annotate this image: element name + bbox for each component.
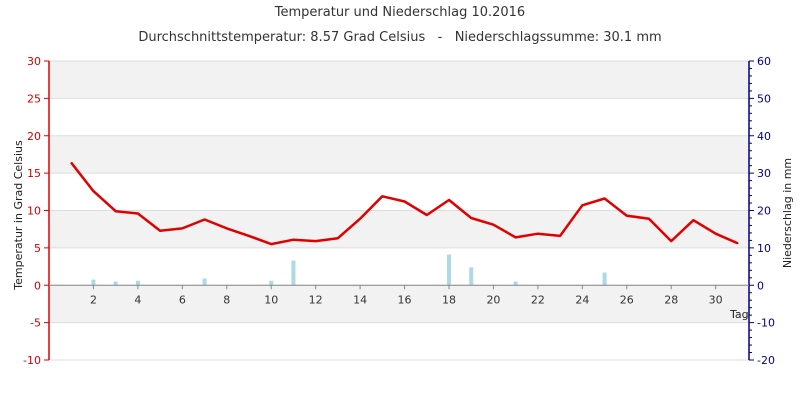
y-right-tick-label: 10 xyxy=(757,242,771,255)
temperature-point xyxy=(381,195,383,197)
temperature-point xyxy=(203,218,206,221)
temperature-point xyxy=(670,240,672,242)
y-left-tick-label: 25 xyxy=(27,92,41,105)
temperature-point xyxy=(115,210,117,212)
x-tick-label: 16 xyxy=(398,293,412,306)
temperature-point xyxy=(515,236,517,239)
temperature-point xyxy=(270,243,272,245)
temperature-point xyxy=(470,217,472,219)
temperature-point xyxy=(70,162,72,164)
temperature-point xyxy=(315,240,317,242)
precipitation-bar xyxy=(291,260,296,286)
precipitation-bar xyxy=(513,281,518,286)
precipitation-bar xyxy=(135,280,140,286)
background-band xyxy=(49,61,749,99)
temperature-point xyxy=(692,219,695,221)
background-band xyxy=(49,210,749,248)
temperature-point xyxy=(426,214,428,216)
background-band xyxy=(49,247,749,286)
y-left-tick-label: 15 xyxy=(27,167,41,180)
temperature-point xyxy=(403,200,406,203)
x-tick-label: 28 xyxy=(664,293,678,306)
background-band xyxy=(49,322,749,360)
y-left-tick-label: 5 xyxy=(34,242,41,255)
precipitation-bar xyxy=(469,267,474,286)
y-left-tick-label: 0 xyxy=(34,279,41,292)
y-left-tick-label: 20 xyxy=(27,130,41,143)
chart-subtitle: Durchschnittstemperatur: 8.57 Grad Celsi… xyxy=(138,30,661,45)
temperature-point xyxy=(559,235,561,237)
x-tick-label: 18 xyxy=(442,293,456,306)
background-band xyxy=(49,135,749,174)
x-tick-label: 2 xyxy=(90,293,97,306)
temperature-point xyxy=(92,190,95,192)
temperature-point xyxy=(226,227,228,230)
y-right-tick-label: 40 xyxy=(757,130,771,143)
y-left-tick-label: 30 xyxy=(27,55,41,68)
precipitation-bar xyxy=(447,254,451,286)
temperature-point xyxy=(492,224,495,226)
x-tick-label: 30 xyxy=(709,293,723,306)
background-band xyxy=(49,98,749,136)
temperature-point xyxy=(359,218,361,220)
precipitation-bar xyxy=(269,280,274,286)
y-right-tick-label: 30 xyxy=(757,167,771,180)
x-tick-label: 24 xyxy=(575,293,589,306)
temperature-point xyxy=(626,215,628,217)
x-tick-label: 12 xyxy=(309,293,323,306)
temperature-point xyxy=(715,233,717,235)
x-tick-label: 10 xyxy=(264,293,278,306)
temperature-point xyxy=(581,204,583,206)
precipitation-bar xyxy=(602,272,607,286)
precipitation-bar xyxy=(113,281,118,286)
temperature-point xyxy=(137,212,139,215)
temperature-point xyxy=(603,197,606,200)
temperature-point xyxy=(292,239,295,241)
x-tick-label: 8 xyxy=(223,293,230,306)
chart-title: Temperatur und Niederschlag 10.2016 xyxy=(274,5,525,20)
y-left-tick-label: -10 xyxy=(23,354,41,367)
y-right-tick-label: 60 xyxy=(757,55,771,68)
temperature-point xyxy=(448,199,450,201)
y-axis-left-label: Temperatur in Grad Celsius xyxy=(12,140,25,291)
x-tick-label: 14 xyxy=(353,293,367,306)
x-tick-label: 4 xyxy=(134,293,141,306)
y-right-tick-label: 20 xyxy=(757,205,771,218)
y-left-tick-label: -5 xyxy=(30,317,41,330)
background-band xyxy=(49,173,749,211)
y-right-tick-label: -10 xyxy=(757,317,775,330)
temperature-point xyxy=(159,230,161,232)
x-tick-label: 22 xyxy=(531,293,545,306)
x-axis-label: Tag xyxy=(729,308,749,321)
x-tick-label: 6 xyxy=(179,293,186,306)
precipitation-bar xyxy=(91,279,96,286)
y-right-tick-label: -20 xyxy=(757,354,775,367)
temperature-point xyxy=(181,227,183,230)
temperature-point xyxy=(337,237,339,239)
temperature-point xyxy=(248,235,250,237)
background-band xyxy=(49,285,749,323)
y-right-tick-label: 50 xyxy=(757,92,771,105)
temperature-point xyxy=(537,233,539,235)
precipitation-bar xyxy=(202,278,207,286)
x-tick-label: 20 xyxy=(486,293,500,306)
y-right-tick-label: 0 xyxy=(757,279,764,292)
y-left-tick-label: 10 xyxy=(27,205,41,218)
x-tick-label: 26 xyxy=(620,293,634,306)
y-axis-right-label: Niederschlag in mm xyxy=(781,158,794,268)
temperature-point xyxy=(737,242,739,244)
temperature-point xyxy=(648,218,650,220)
